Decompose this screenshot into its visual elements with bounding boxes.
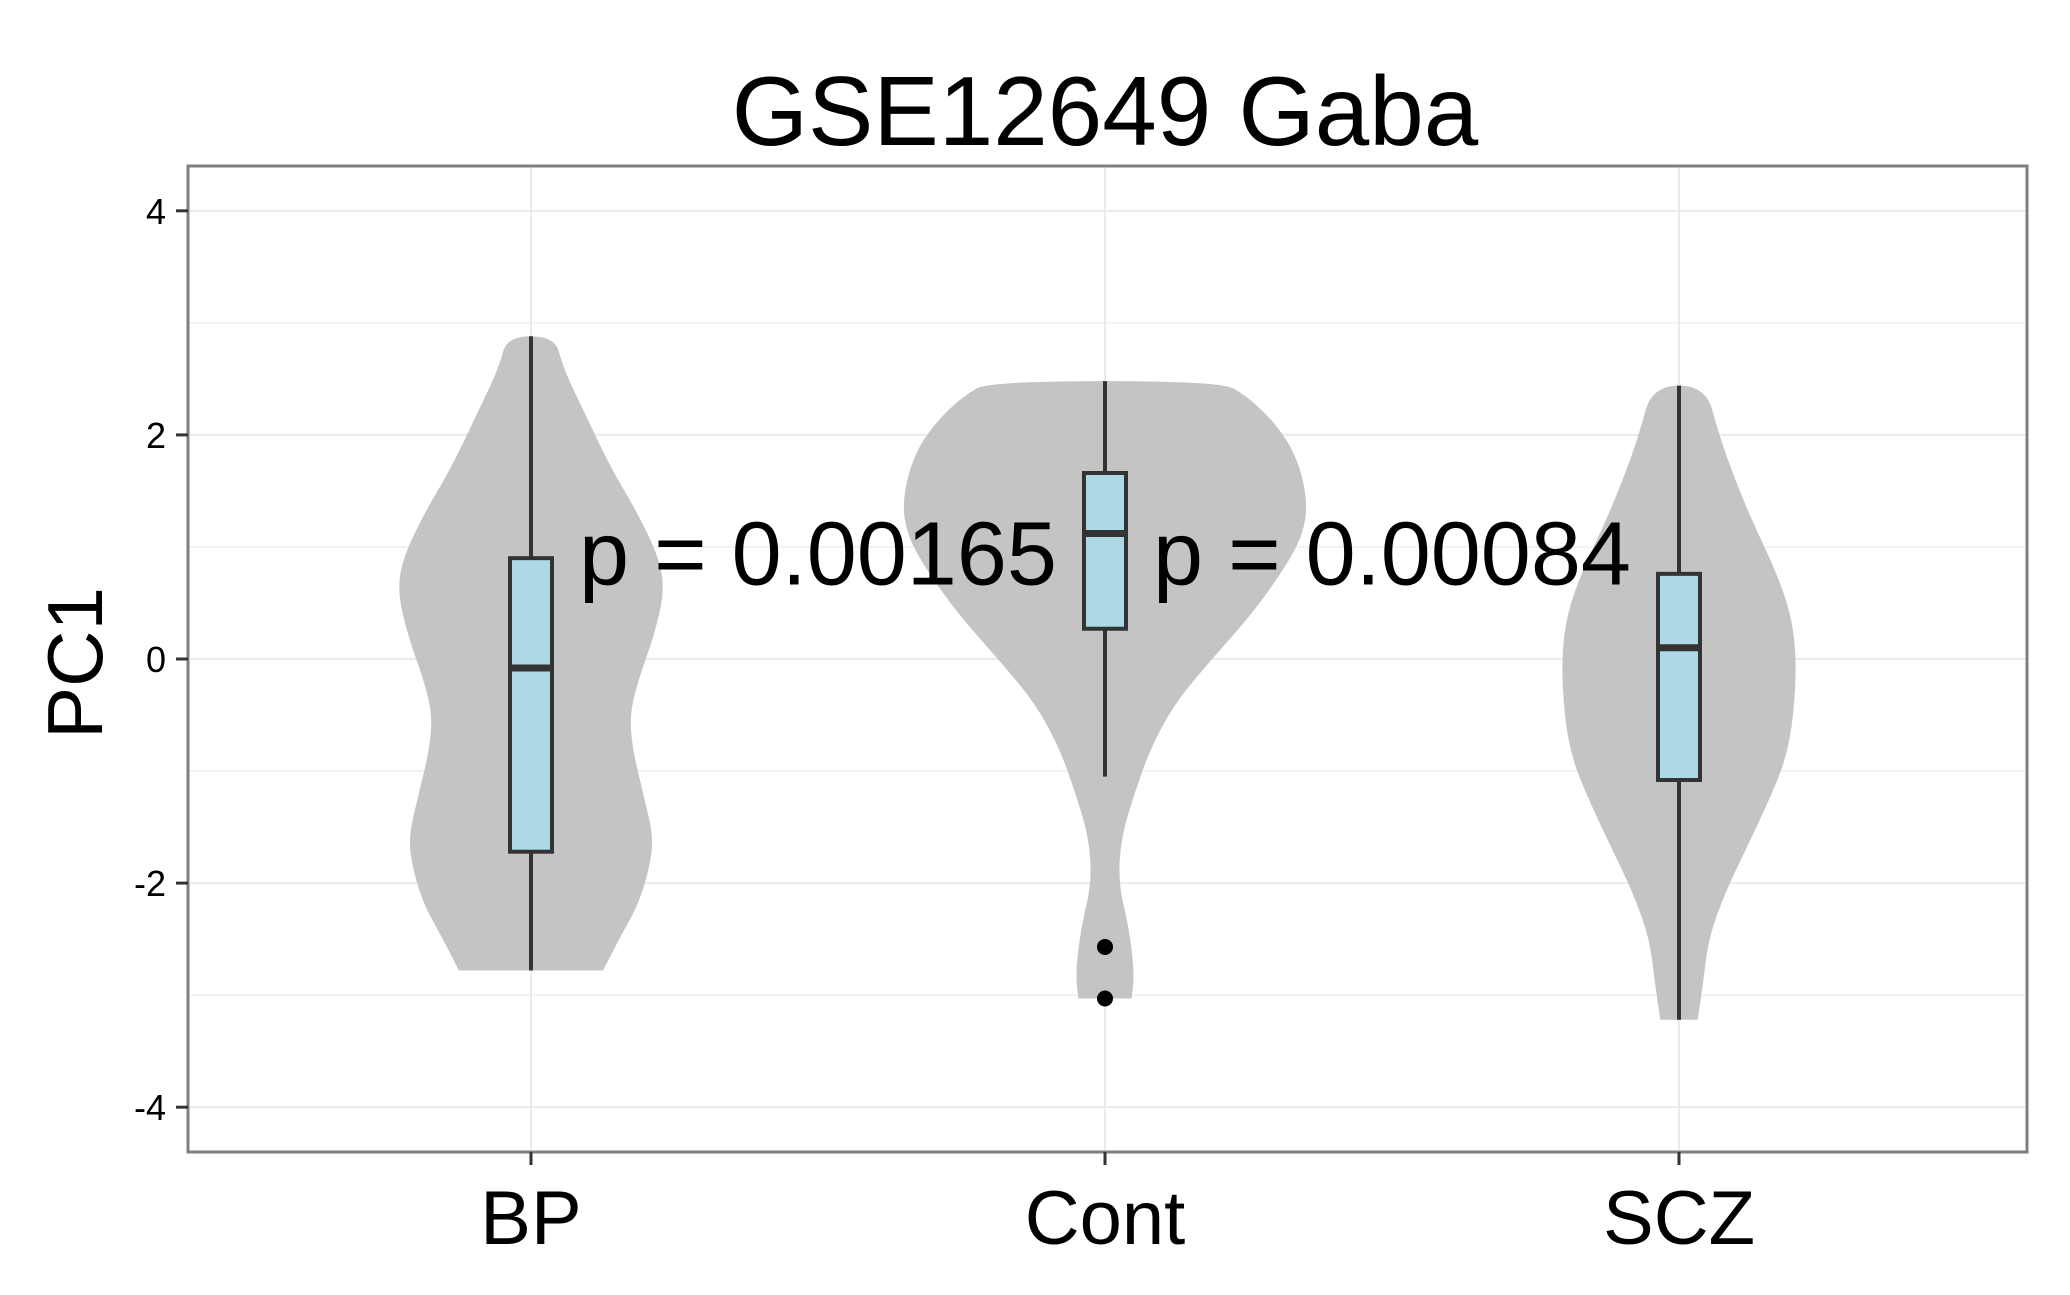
y-tick-label: -4: [134, 1087, 166, 1128]
p-value-annotation: p = 0.00084: [1153, 505, 1631, 605]
outlier-point: [1097, 990, 1113, 1007]
x-tick-label-bp: BP: [480, 1176, 581, 1261]
y-tick-label: -2: [134, 863, 166, 904]
x-tick-label-scz: SCZ: [1603, 1176, 1755, 1261]
chart-title: GSE12649 Gaba: [732, 56, 1479, 166]
boxplot-bp: [508, 336, 554, 971]
outlier-point: [1097, 938, 1113, 955]
boxplot-cont: [1082, 381, 1128, 1007]
box: [508, 556, 554, 854]
y-tick-label: 0: [146, 639, 166, 680]
box: [1656, 571, 1702, 783]
y-tick-label: 2: [146, 415, 166, 456]
box: [1082, 471, 1128, 631]
boxplot-scz: [1656, 385, 1702, 1020]
plot-panel: p = 0.00165 p = 0.00084 -4 -2 0 2 4 BP Cont SCZ: [134, 164, 2029, 1261]
y-tick-label: 4: [146, 191, 166, 232]
x-tick-label-cont: Cont: [1025, 1176, 1186, 1261]
p-value-annotation: p = 0.00165: [579, 505, 1057, 605]
y-axis-label: PC1: [31, 587, 119, 739]
